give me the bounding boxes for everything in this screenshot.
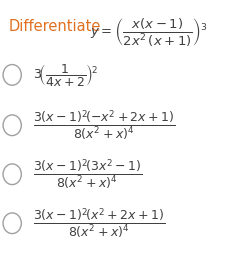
- Text: Differentiate: Differentiate: [9, 19, 101, 34]
- Text: $y = \left( \dfrac{x(x-1)}{2x^{2}\,(x+1)} \right)^{3}$: $y = \left( \dfrac{x(x-1)}{2x^{2}\,(x+1)…: [90, 16, 208, 48]
- Text: $\dfrac{3(x-1)^{2}\!\left(x^{2}+2x+1\right)}{8\left(x^{2}+x\right)^{4}}$: $\dfrac{3(x-1)^{2}\!\left(x^{2}+2x+1\rig…: [33, 207, 165, 240]
- Text: $\dfrac{3(x-1)^{2}\!\left(3x^{2}-1\right)}{8\left(x^{2}+x\right)^{4}}$: $\dfrac{3(x-1)^{2}\!\left(3x^{2}-1\right…: [33, 157, 142, 191]
- Text: $\dfrac{3(x-1)^{2}\!\left(-x^{2}+2x+1\right)}{8\left(x^{2}+x\right)^{4}}$: $\dfrac{3(x-1)^{2}\!\left(-x^{2}+2x+1\ri…: [33, 108, 175, 142]
- Text: $3\!\left(\dfrac{1}{4x+2}\right)^{\!2}$: $3\!\left(\dfrac{1}{4x+2}\right)^{\!2}$: [33, 62, 97, 88]
